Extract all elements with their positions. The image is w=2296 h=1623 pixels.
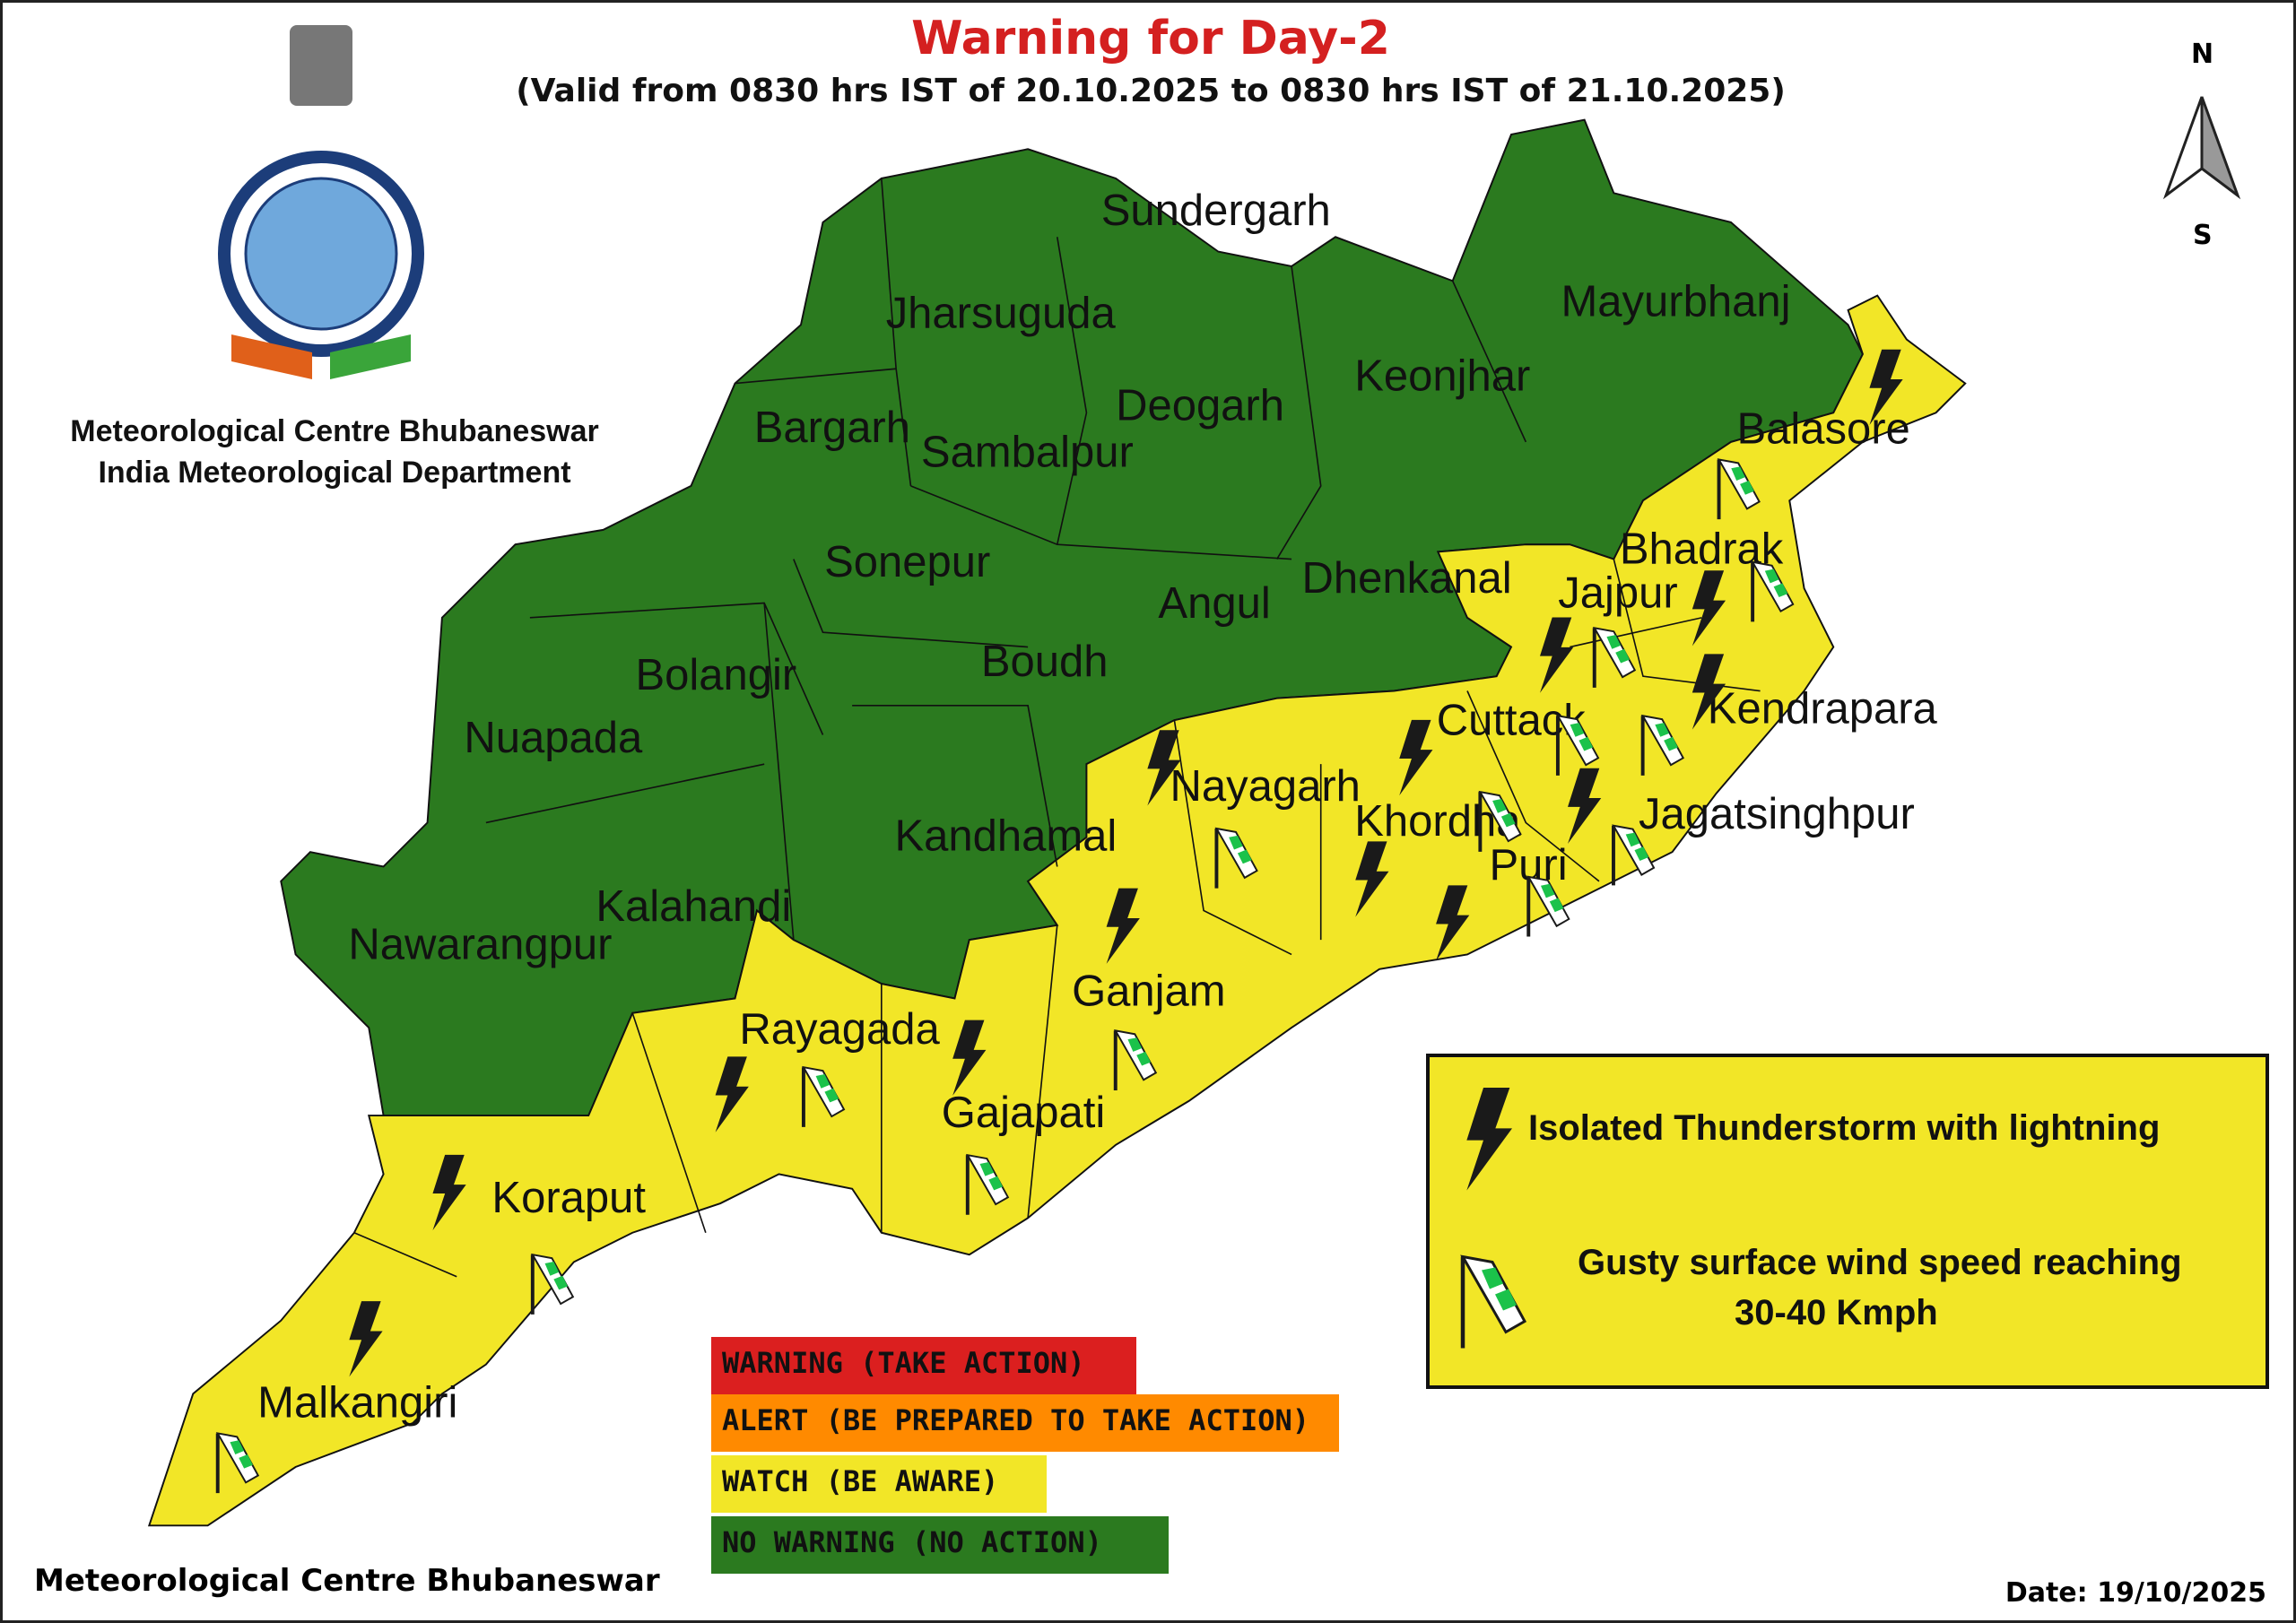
org-department: India Meteorological Department <box>98 456 571 490</box>
district-labels: Sundergarh Jharsuguda Mayurbhanj Deogarh… <box>257 187 1937 1427</box>
watch-region <box>147 294 1967 1527</box>
district-label-kalahandi: Kalahandi <box>596 882 791 931</box>
district-label-bargarh: Bargarh <box>754 404 910 452</box>
district-label-sambalpur: Sambalpur <box>921 429 1134 477</box>
org-name: Meteorological Centre Bhubaneswar <box>70 414 599 448</box>
district-label-koraput: Koraput <box>491 1174 646 1222</box>
district-label-malkangiri: Malkangiri <box>257 1378 457 1427</box>
north-arrow-icon <box>2162 96 2241 200</box>
issue-date: Date: 19/10/2025 <box>2005 1577 2266 1609</box>
district-label-nuapada: Nuapada <box>464 714 643 762</box>
footer-centre: Meteorological Centre Bhubaneswar <box>34 1563 660 1599</box>
district-label-gajapati: Gajapati <box>942 1089 1105 1137</box>
district-label-jagatsinghpur: Jagatsinghpur <box>1639 790 1915 838</box>
district-label-angul: Angul <box>1158 579 1270 628</box>
district-label-rayagada: Rayagada <box>739 1005 940 1054</box>
district-label-nayagarh: Nayagarh <box>1170 762 1361 811</box>
windsock-icon <box>1460 1254 1527 1349</box>
district-boundaries <box>353 178 1761 1278</box>
legend-warning: WARNING (TAKE ACTION) <box>711 1337 1136 1394</box>
district-label-sundergarh: Sundergarh <box>1101 187 1331 235</box>
district-label-kandhamal: Kandhamal <box>894 812 1117 861</box>
wind-key-label: Gusty surface wind speed reaching <box>1578 1243 2182 1282</box>
legend-watch: WATCH (BE AWARE) <box>711 1455 1047 1513</box>
compass-south-label: S <box>2193 220 2213 251</box>
district-label-ganjam: Ganjam <box>1072 968 1226 1016</box>
district-label-deogarh: Deogarh <box>1116 381 1284 430</box>
legend-alert: ALERT (BE PREPARED TO TAKE ACTION) <box>711 1394 1339 1452</box>
district-label-sonepur: Sonepur <box>824 538 990 586</box>
imd-logo <box>218 25 424 379</box>
district-label-keonjhar: Keonjhar <box>1354 352 1530 401</box>
lightning-icon <box>1466 1088 1512 1191</box>
district-label-jharsuguda: Jharsuguda <box>886 290 1117 338</box>
page-title: Warning for Day-2 <box>911 12 1390 65</box>
district-label-mayurbhanj: Mayurbhanj <box>1561 277 1791 325</box>
district-label-boudh: Boudh <box>981 638 1109 686</box>
legend-no-warning: NO WARNING (NO ACTION) <box>711 1516 1169 1574</box>
hazard-key: Isolated Thunderstorm with lightning Gus… <box>1426 1054 2269 1389</box>
district-label-bolangir: Bolangir <box>635 651 796 699</box>
district-label-nawarangpur: Nawarangpur <box>348 920 612 968</box>
district-label-dhenkanal: Dhenkanal <box>1301 554 1511 603</box>
thunderstorm-key-label: Isolated Thunderstorm with lightning <box>1528 1108 2161 1148</box>
wind-key-speed: 30-40 Kmph <box>1735 1293 1938 1332</box>
district-label-kendrapara: Kendrapara <box>1708 684 1938 733</box>
district-label-jajpur: Jajpur <box>1558 568 1677 617</box>
validity-subtitle: (Valid from 0830 hrs IST of 20.10.2025 t… <box>516 73 1786 109</box>
compass-north-label: N <box>2191 39 2214 70</box>
odisha-district-map: Sundergarh Jharsuguda Mayurbhanj Deogarh… <box>147 25 2241 1527</box>
district-label-balasore: Balasore <box>1736 405 1909 454</box>
